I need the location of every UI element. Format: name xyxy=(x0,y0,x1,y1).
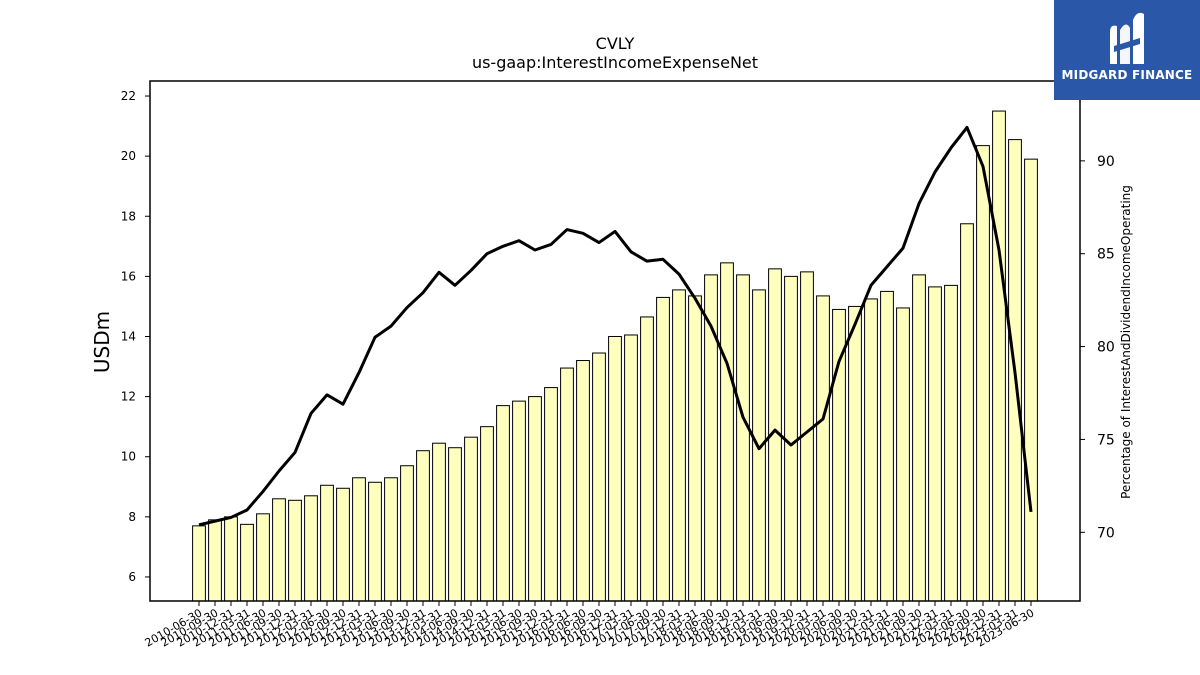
y-axis-label: USDm xyxy=(90,311,114,373)
bar xyxy=(336,487,350,602)
bar xyxy=(304,495,318,602)
midgard-logo-icon xyxy=(1110,12,1144,65)
bar xyxy=(640,316,654,602)
bar xyxy=(720,262,734,602)
bar xyxy=(784,275,798,602)
plot-area: 681012141618202270758085902010-06-302010… xyxy=(121,80,1115,650)
bar xyxy=(272,498,286,602)
bar xyxy=(496,405,510,602)
bar xyxy=(224,516,238,602)
chart-subtitle: us-gaap:InterestIncomeExpenseNet xyxy=(472,53,758,72)
bar xyxy=(656,296,670,602)
y-tick-label: 8 xyxy=(128,510,136,524)
y2-axis-label: Percentage of InterestAndDividendIncomeO… xyxy=(1119,185,1133,499)
bar xyxy=(432,442,446,602)
bar xyxy=(288,499,302,602)
y-tick-label: 22 xyxy=(121,89,136,103)
bar xyxy=(736,274,750,602)
bar xyxy=(944,284,958,602)
bar xyxy=(576,360,590,602)
bar xyxy=(1024,158,1038,602)
bar xyxy=(544,387,558,602)
bar xyxy=(352,477,366,602)
bar xyxy=(848,305,862,602)
bar xyxy=(864,298,878,602)
bar xyxy=(912,274,926,602)
bar xyxy=(896,307,910,602)
y2-tick-label: 75 xyxy=(1097,432,1115,448)
y2-tick-label: 85 xyxy=(1097,247,1115,263)
bar xyxy=(240,523,254,602)
bar xyxy=(928,286,942,602)
bar xyxy=(368,481,382,602)
y-tick-label: 16 xyxy=(121,269,136,283)
bar xyxy=(320,484,334,602)
y-tick-label: 14 xyxy=(121,329,136,343)
bar xyxy=(592,352,606,602)
y2-tick-label: 80 xyxy=(1097,340,1115,356)
bar xyxy=(992,110,1006,602)
bar xyxy=(256,513,270,602)
bar xyxy=(512,400,526,602)
bar xyxy=(208,519,222,602)
y-tick-label: 10 xyxy=(121,450,136,464)
bar xyxy=(976,145,990,602)
bar xyxy=(464,436,478,602)
y-tick-label: 6 xyxy=(128,570,136,584)
bar xyxy=(528,396,542,602)
bar xyxy=(192,525,206,602)
y-tick-label: 18 xyxy=(121,209,136,223)
bar xyxy=(960,223,974,602)
bar xyxy=(816,295,830,602)
bar xyxy=(560,367,574,602)
bar xyxy=(688,295,702,602)
y2-tick-label: 70 xyxy=(1097,525,1115,541)
bar xyxy=(608,335,622,602)
bar xyxy=(672,289,686,602)
y-tick-label: 12 xyxy=(121,390,136,404)
series-line xyxy=(198,125,1033,527)
bar xyxy=(448,447,462,602)
bar xyxy=(480,426,494,602)
bar xyxy=(624,334,638,602)
logo-text: MIDGARD FINANCE xyxy=(1061,68,1193,82)
y2-tick-label: 90 xyxy=(1097,154,1115,170)
midgard-finance-logo: MIDGARD FINANCE xyxy=(1054,0,1200,100)
bar xyxy=(880,290,894,602)
bar xyxy=(400,465,414,602)
y-tick-label: 20 xyxy=(121,149,136,163)
chart-title: CVLY xyxy=(596,34,635,53)
bar xyxy=(384,477,398,602)
bar xyxy=(416,450,430,602)
